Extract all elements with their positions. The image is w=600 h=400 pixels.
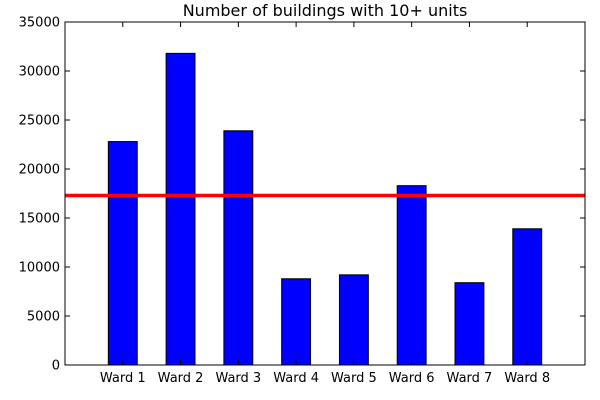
y-tick-label: 25000 [19,114,60,129]
bars-group [107,52,543,366]
x-tick-label: Ward 3 [215,371,261,386]
x-tick-label: Ward 2 [158,371,204,386]
y-tick-label: 10000 [19,261,60,276]
plot-frame [64,21,586,366]
y-axis: 0 5000 10000 15000 20000 25000 30000 35000 [19,16,585,374]
y-tick-label: 5000 [27,310,60,325]
y-tick-label: 15000 [19,212,60,227]
bar-ward-4 [281,278,312,366]
x-tick-label: Ward 7 [447,371,493,386]
chart-title: Number of buildings with 10+ units [183,1,468,20]
x-tick-label: Ward 1 [100,371,146,386]
y-tick-label: 0 [52,359,60,374]
y-tick-label: 30000 [19,65,60,80]
bar-ward-3 [223,130,254,366]
bar-ward-2 [165,52,196,366]
y-tick-label: 20000 [19,163,60,178]
bar-ward-8 [512,228,543,366]
x-tick-label: Ward 5 [331,371,377,386]
bar-ward-6 [396,185,427,366]
bar-ward-1 [107,141,138,366]
bar-ward-5 [338,274,369,366]
x-axis: Ward 1 Ward 2 Ward 3 Ward 4 Ward 5 Ward 6 Ward… [100,22,550,386]
bar-ward-7 [454,282,485,366]
x-tick-label: Ward 4 [273,371,319,386]
y-tick-label: 35000 [19,16,60,31]
x-tick-label: Ward 6 [389,371,435,386]
x-tick-label: Ward 8 [504,371,550,386]
